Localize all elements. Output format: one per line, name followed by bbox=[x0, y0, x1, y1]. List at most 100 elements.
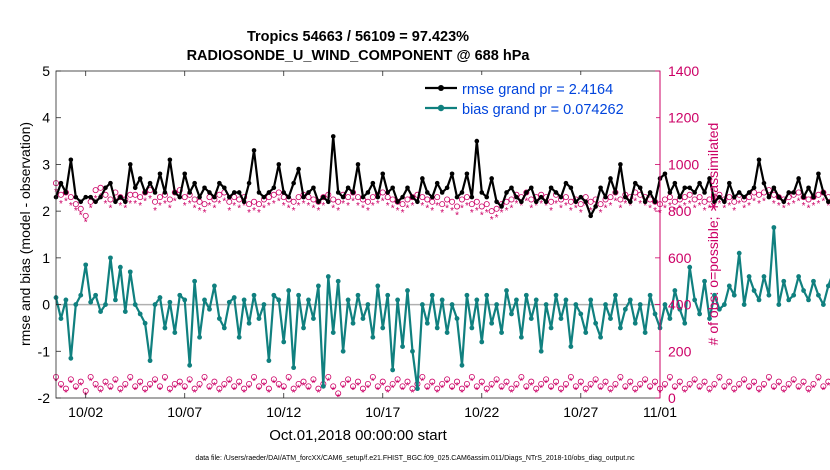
obs-assimilated-marker: * bbox=[514, 199, 518, 210]
bias-point bbox=[578, 311, 584, 317]
obs-possible-marker bbox=[652, 378, 659, 385]
rmse-point bbox=[271, 185, 277, 191]
obs-assimilated-marker: * bbox=[272, 199, 276, 210]
obs-assimilated-marker: * bbox=[653, 381, 657, 392]
rmse-point bbox=[558, 194, 564, 200]
obs-possible-marker bbox=[795, 383, 802, 390]
obs-possible-marker bbox=[226, 376, 233, 383]
x-tick-label: 10/27 bbox=[563, 404, 598, 420]
bias-point bbox=[167, 299, 173, 305]
obs-assimilated-marker: * bbox=[549, 206, 553, 217]
obs-assimilated-marker: * bbox=[222, 196, 226, 207]
obs-possible-marker bbox=[602, 378, 609, 385]
obs-possible-marker bbox=[330, 383, 337, 390]
obs-assimilated-marker: * bbox=[336, 206, 340, 217]
bias-point bbox=[811, 278, 816, 284]
obs-possible-marker bbox=[637, 380, 644, 387]
obs-assimilated-marker: * bbox=[351, 386, 355, 397]
bias-point bbox=[117, 264, 123, 270]
rmse-point bbox=[514, 194, 519, 200]
obs-assimilated-marker: * bbox=[539, 383, 543, 394]
obs-possible-marker bbox=[275, 380, 282, 387]
obs-assimilated-marker: * bbox=[287, 203, 291, 214]
obs-possible-marker bbox=[270, 191, 277, 198]
rmse-point bbox=[142, 190, 148, 195]
rmse-point bbox=[746, 190, 752, 195]
obs-assimilated-marker: * bbox=[123, 383, 127, 394]
obs-assimilated-marker: * bbox=[356, 381, 360, 392]
bias-point bbox=[415, 386, 420, 392]
obs-assimilated-marker: * bbox=[247, 208, 251, 219]
legend-box bbox=[420, 75, 656, 119]
rmse-point bbox=[692, 190, 697, 195]
obs-assimilated-marker: * bbox=[371, 201, 375, 212]
obs-possible-marker bbox=[478, 378, 485, 385]
bias-point bbox=[489, 320, 495, 326]
obs-assimilated-marker: * bbox=[267, 201, 271, 212]
obs-assimilated-marker: * bbox=[297, 201, 301, 212]
obs-possible-marker bbox=[523, 383, 530, 390]
y-right-tick-label: 400 bbox=[668, 297, 692, 313]
obs-assimilated-marker: * bbox=[826, 201, 830, 212]
obs-assimilated-marker: * bbox=[609, 388, 613, 399]
obs-assimilated-marker: * bbox=[604, 203, 608, 214]
obs-assimilated-marker: * bbox=[307, 201, 311, 212]
bias-point bbox=[474, 297, 480, 303]
obs-assimilated-marker: * bbox=[148, 194, 152, 205]
obs-assimilated-marker: * bbox=[638, 383, 642, 394]
obs-possible-marker bbox=[775, 378, 782, 385]
bias-point bbox=[825, 283, 830, 289]
obs-assimilated-marker: * bbox=[742, 379, 746, 390]
bias-point bbox=[291, 365, 297, 371]
obs-possible-marker bbox=[255, 383, 262, 390]
bias-point bbox=[692, 297, 698, 303]
rmse-point bbox=[524, 190, 529, 195]
bias-point bbox=[499, 330, 504, 335]
obs-possible-marker bbox=[483, 201, 490, 208]
obs-possible-marker bbox=[221, 380, 228, 387]
rmse-point bbox=[731, 194, 737, 200]
bias-point bbox=[276, 297, 282, 303]
obs-possible-marker bbox=[815, 191, 822, 198]
bias-line bbox=[54, 226, 830, 390]
obs-assimilated-marker: * bbox=[717, 199, 721, 210]
rmse-point bbox=[781, 199, 787, 205]
obs-assimilated-marker: * bbox=[678, 203, 682, 214]
obs-possible-marker bbox=[246, 201, 253, 208]
obs-possible-marker bbox=[800, 378, 807, 385]
bias-point bbox=[588, 297, 594, 303]
bias-point bbox=[271, 292, 277, 298]
obs-possible-marker bbox=[354, 194, 361, 201]
obs-assimilated-marker: * bbox=[118, 201, 122, 212]
obs-assimilated-marker: * bbox=[356, 201, 360, 212]
rmse-point bbox=[434, 180, 440, 186]
obs-possible-marker bbox=[562, 380, 569, 387]
bias-point bbox=[603, 302, 608, 307]
obs-possible-marker bbox=[424, 383, 431, 390]
rmse-point bbox=[504, 190, 509, 195]
bias-point bbox=[820, 302, 826, 307]
bias-point bbox=[335, 278, 341, 284]
obs-possible-marker bbox=[216, 191, 223, 198]
rmse-point bbox=[568, 185, 574, 191]
obs-assimilated-marker: * bbox=[371, 376, 375, 387]
rmse-point bbox=[464, 171, 470, 177]
obs-assimilated-marker: * bbox=[821, 386, 825, 397]
rmse-point bbox=[494, 199, 499, 205]
bias-point bbox=[286, 288, 292, 293]
rmse-point bbox=[722, 199, 727, 205]
bias-point bbox=[103, 302, 108, 307]
obs-assimilated-marker: * bbox=[346, 201, 350, 212]
obs-possible-marker bbox=[439, 380, 446, 387]
obs-assimilated-marker: * bbox=[425, 386, 429, 397]
obs-assimilated-marker: * bbox=[792, 379, 796, 390]
obs-possible-marker bbox=[553, 378, 560, 385]
obs-possible-marker bbox=[206, 383, 213, 390]
obs-assimilated-marker: * bbox=[109, 203, 113, 214]
obs-assimilated-marker: * bbox=[173, 383, 177, 394]
bias-series-group bbox=[53, 225, 830, 392]
obs-possible-marker bbox=[513, 380, 520, 387]
obs-possible-marker bbox=[107, 196, 114, 203]
obs-assimilated-marker: * bbox=[777, 201, 781, 212]
rmse-point bbox=[786, 190, 792, 195]
